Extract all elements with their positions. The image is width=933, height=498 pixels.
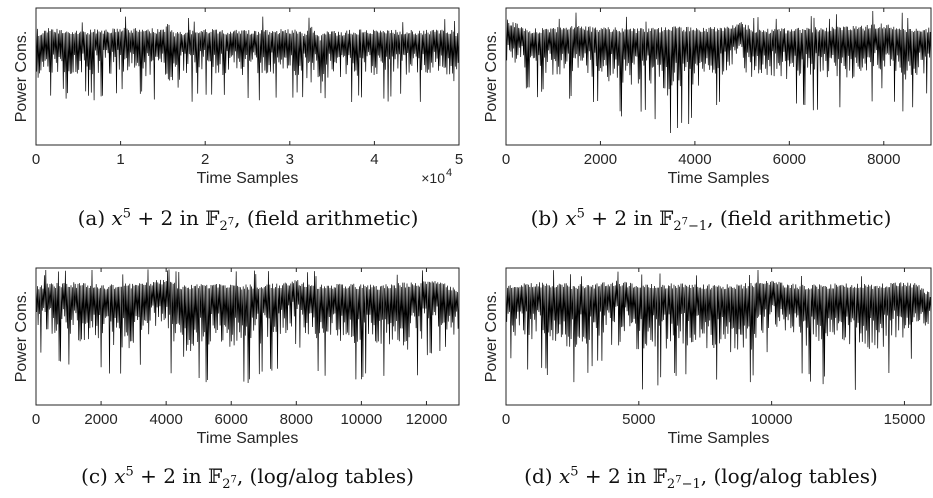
x-tick-label-a-0: 0 [32,151,40,168]
series-line-a [35,13,460,103]
x-tick-label-d-3: 15000 [884,411,926,428]
x-axis-label-b: Time Samples [668,170,770,187]
x-tick-label-a-5: 5 [455,151,463,168]
x-tick-label-b-1: 2000 [584,151,617,168]
x-tick-label-c-1: 2000 [84,411,117,428]
axes-frame-c [35,267,460,406]
x-tick-label-a-2: 2 [201,151,209,168]
caption-a: (a) x5 + 2 in 𝔽27, (field arithmetic) [77,206,419,234]
series-line-b [505,11,932,134]
x-tick-label-c-3: 6000 [215,411,248,428]
x-tick-label-b-3: 6000 [773,151,806,168]
y-axis-label-a: Power Cons. [13,31,30,123]
x-axis-label-d: Time Samples [668,430,770,447]
x-tick-label-c-6: 12000 [406,411,448,428]
x-tick-label-b-2: 4000 [678,151,711,168]
x-tick-label-a-1: 1 [116,151,124,168]
axes-frame-a [35,7,460,146]
x-tick-label-d-1: 5000 [622,411,655,428]
x-tick-label-a-3: 3 [286,151,294,168]
x-tick-label-c-2: 4000 [149,411,182,428]
x-tick-label-d-2: 10000 [751,411,793,428]
x-axis-label-c: Time Samples [197,430,299,447]
subplot-d: 0 5000 10000 15000 Time Samples Power Cons. [483,267,932,447]
caption-c: (c) x5 + 2 in 𝔽27, (log/alog tables) [81,464,414,492]
x-tick-label-b-4: 8000 [867,151,900,168]
subplot-b: 0 2000 4000 6000 8000 Time Samples Power Cons. [483,7,932,187]
x-tick-label-c-4: 8000 [280,411,313,428]
series-line-d [505,269,932,390]
caption-d: (d) x5 + 2 in 𝔽27−1, (log/alog tables) [524,464,878,492]
y-axis-label-c: Power Cons. [13,291,30,383]
x-tick-label-a-4: 4 [370,151,378,168]
x-tick-label-c-5: 10000 [341,411,383,428]
subplot-c: 0 2000 4000 6000 8000 10000 12000 Time Samples P… [13,267,460,447]
x-axis-label-a: Time Samples [197,170,299,187]
series-line-c [35,269,460,383]
x-multiplier-exp-a: 4 [446,167,452,179]
axes-frame-b [505,7,932,146]
y-axis-label-d: Power Cons. [483,291,500,383]
y-axis-label-b: Power Cons. [483,31,500,123]
axes-frame-d [505,267,932,406]
x-tick-label-c-0: 0 [32,411,40,428]
x-tick-label-d-0: 0 [502,411,510,428]
x-multiplier-a: ×10 [421,170,445,186]
x-tick-label-b-0: 0 [502,151,510,168]
caption-b: (b) x5 + 2 in 𝔽27−1, (field arithmetic) [530,206,892,234]
